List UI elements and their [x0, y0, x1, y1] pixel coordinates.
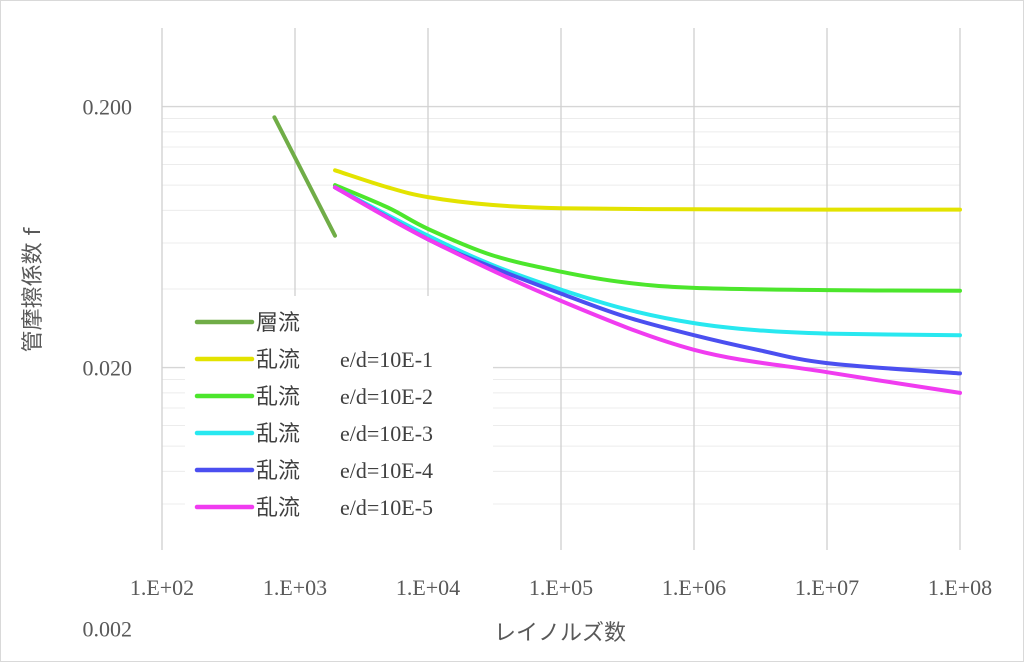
series-line-3 — [333, 185, 962, 338]
x-tick-label: 1.E+06 — [662, 575, 726, 600]
legend-suffix-5: e/d=10E-5 — [340, 495, 433, 520]
legend-suffix-1: e/d=10E-1 — [340, 347, 433, 372]
grid — [161, 28, 961, 550]
series-line-5 — [333, 185, 962, 395]
y-tick-label: 0.020 — [83, 356, 133, 381]
legend-label-3: 乱流 — [256, 422, 300, 447]
x-tick-label: 1.E+03 — [263, 575, 327, 600]
legend-label-4: 乱流 — [256, 459, 300, 484]
legend-label-2: 乱流 — [256, 385, 300, 410]
legend-suffix-4: e/d=10E-4 — [340, 458, 433, 483]
y-axis-title: 管摩擦係数 f — [21, 226, 46, 352]
series-line-1 — [333, 168, 962, 212]
legend-suffix-3: e/d=10E-3 — [340, 421, 433, 446]
series-layer — [272, 115, 962, 395]
legend-label-1: 乱流 — [256, 348, 300, 373]
y-tick-label: 0.200 — [83, 95, 133, 120]
x-tick-label: 1.E+05 — [529, 575, 593, 600]
x-tick-label: 1.E+04 — [396, 575, 460, 600]
legend-label-5: 乱流 — [256, 496, 300, 521]
x-tick-label: 1.E+07 — [795, 575, 859, 600]
legend-suffix-2: e/d=10E-2 — [340, 384, 433, 409]
legend-box — [185, 296, 493, 554]
y-tick-label: 0.002 — [83, 617, 133, 642]
x-axis-title: レイノルズ数 — [494, 621, 626, 646]
series-line-2 — [333, 183, 962, 293]
x-tick-labels: 1.E+02 1.E+03 1.E+04 1.E+05 1.E+06 1.E+07 1.E+… — [130, 575, 992, 600]
x-tick-label: 1.E+02 — [130, 575, 194, 600]
x-tick-label: 1.E+08 — [928, 575, 992, 600]
series-line-0 — [272, 115, 337, 238]
legend-label-0: 層流 — [256, 311, 300, 336]
y-tick-labels: 0.200 0.020 0.002 — [83, 95, 133, 642]
